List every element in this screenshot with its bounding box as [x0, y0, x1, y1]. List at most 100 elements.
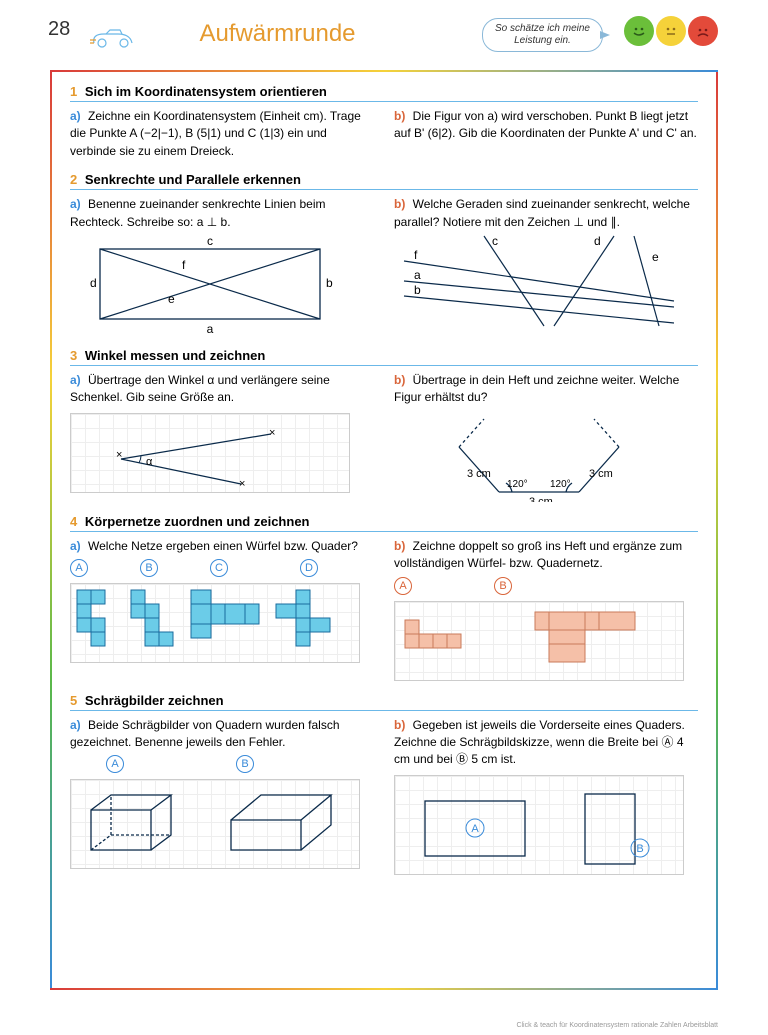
section-1: 1 Sich im Koordinatensystem orientieren … — [70, 84, 698, 160]
car-icon — [90, 26, 140, 48]
sec4-b-text: Zeichne doppelt so groß ins Heft und erg… — [394, 539, 682, 570]
label-b5: b) — [394, 718, 405, 732]
lines-diagram: f a b c d e — [394, 231, 684, 331]
content-frame: 1 Sich im Koordinatensystem orientieren … — [50, 70, 718, 990]
svg-text:120°: 120° — [550, 479, 571, 490]
svg-text:c: c — [492, 234, 498, 248]
svg-text:c: c — [207, 234, 213, 248]
sec1-title-text: Sich im Koordinatensystem orientieren — [85, 84, 327, 99]
sec4-b: b) Zeichne doppelt so groß ins Heft und … — [394, 538, 698, 681]
section-5-title: 5 Schrägbilder zeichnen — [70, 693, 698, 711]
cube-nets — [71, 584, 361, 664]
svg-text:a: a — [207, 322, 214, 336]
sec5-a-text: Beide Schrägbilder von Quadern wurden fa… — [70, 718, 340, 749]
footer-text: Click & teach für Koordinatensystem rati… — [516, 1022, 718, 1029]
sec4-a: a) Welche Netze ergeben einen Würfel bzw… — [70, 538, 374, 681]
svg-text:d: d — [90, 276, 97, 290]
rect-diagram: c a d b f e — [70, 231, 350, 336]
label-a5: a) — [70, 718, 81, 732]
svg-text:120°: 120° — [507, 479, 528, 490]
sec5-b-text: Gegeben ist jeweils die Vorderseite eine… — [394, 718, 685, 767]
label-a4: a) — [70, 539, 81, 553]
speech-text-1: So schätze ich meine — [495, 23, 590, 34]
sec2-title-text: Senkrechte und Parallele erkennen — [85, 172, 301, 187]
svg-text:×: × — [116, 449, 122, 461]
sec2-a-text: Benenne zueinander senkrechte Linien bei… — [70, 197, 326, 228]
face-sad-icon — [688, 16, 718, 46]
sec1-num: 1 — [70, 84, 77, 99]
label-b3: b) — [394, 373, 405, 387]
face-happy-icon — [624, 16, 654, 46]
svg-text:f: f — [182, 258, 186, 272]
svg-text:×: × — [239, 478, 245, 490]
front-faces: A B — [395, 776, 685, 876]
svg-text:3 cm: 3 cm — [529, 496, 553, 502]
sec5-num: 5 — [70, 693, 77, 708]
section-2-title: 2 Senkrechte und Parallele erkennen — [70, 172, 698, 190]
sec3-a: a) Übertrage den Winkel α und verlängere… — [70, 372, 374, 502]
sec3-b-text: Übertrage in dein Heft und zeichne weite… — [394, 373, 679, 404]
svg-text:f: f — [414, 248, 418, 262]
sec1-b-text: Die Figur von a) wird verschoben. Punkt … — [394, 109, 697, 140]
sec4-a-text: Welche Netze ergeben einen Würfel bzw. Q… — [88, 539, 358, 553]
sec1-a-text: Zeichne ein Koordinatensystem (Einheit c… — [70, 109, 361, 158]
svg-text:e: e — [168, 292, 175, 306]
label-a: a) — [70, 109, 81, 123]
section-4-title: 4 Körpernetze zuordnen und zeichnen — [70, 514, 698, 532]
svg-text:a: a — [414, 268, 421, 282]
sec5-a: a) Beide Schrägbilder von Quadern wurden… — [70, 717, 374, 875]
header: Aufwärmrunde So schätze ich meine Leistu… — [90, 20, 718, 60]
sec4-num: 4 — [70, 514, 77, 529]
section-3-title: 3 Winkel messen und zeichnen — [70, 348, 698, 366]
net-label-b2: B — [494, 577, 512, 595]
section-4: 4 Körpernetze zuordnen und zeichnen a) W… — [70, 514, 698, 681]
svg-text:e: e — [652, 250, 659, 264]
speech-text-2: Leistung ein. — [514, 35, 571, 46]
sec2-b: b) Welche Geraden sind zueinander senkre… — [394, 196, 698, 336]
sec5-b: b) Gegeben ist jeweils die Vorderseite e… — [394, 717, 698, 875]
svg-text:b: b — [326, 276, 333, 290]
sec3-a-text: Übertrage den Winkel α und verlängere se… — [70, 373, 330, 404]
svg-text:b: b — [414, 283, 421, 297]
section-1-title: 1 Sich im Koordinatensystem orientieren — [70, 84, 698, 102]
svg-text:3 cm: 3 cm — [467, 468, 491, 480]
sec4-title-text: Körpernetze zuordnen und zeichnen — [85, 514, 310, 529]
sec3-title-text: Winkel messen und zeichnen — [85, 348, 265, 363]
oblique-label-b: B — [236, 755, 254, 773]
angle-diagram: × × × α — [71, 414, 351, 494]
section-3: 3 Winkel messen und zeichnen a) Übertrag… — [70, 348, 698, 502]
svg-text:A: A — [471, 823, 479, 835]
section-5: 5 Schrägbilder zeichnen a) Beide Schrägb… — [70, 693, 698, 875]
rating-faces — [624, 16, 718, 46]
sec3-b: b) Übertrage in dein Heft und zeichne we… — [394, 372, 698, 502]
svg-text:×: × — [269, 427, 275, 439]
svg-text:3 cm: 3 cm — [589, 468, 613, 480]
net-label-b: B — [140, 559, 158, 577]
speech-bubble: So schätze ich meine Leistung ein. — [482, 18, 603, 52]
sec2-b-text: Welche Geraden sind zueinander senkrecht… — [394, 197, 690, 228]
sec2-num: 2 — [70, 172, 77, 187]
oblique-diagram — [71, 780, 361, 870]
svg-text:d: d — [594, 234, 601, 248]
page-title: Aufwärmrunde — [199, 20, 355, 48]
oblique-label-a: A — [106, 755, 124, 773]
svg-text:α: α — [146, 456, 153, 468]
sec1-b: b) Die Figur von a) wird verschoben. Pun… — [394, 108, 698, 160]
sec1-a: a) Zeichne ein Koordinatensystem (Einhei… — [70, 108, 374, 160]
cuboid-nets — [395, 602, 685, 682]
label-a3: a) — [70, 373, 81, 387]
net-label-a: A — [70, 559, 88, 577]
net-label-a2: A — [394, 577, 412, 595]
sec5-title-text: Schrägbilder zeichnen — [85, 693, 224, 708]
hexagon-diagram: 3 cm 3 cm 3 cm 120° 120° — [394, 407, 684, 502]
label-a2: a) — [70, 197, 81, 211]
section-2: 2 Senkrechte und Parallele erkennen a) B… — [70, 172, 698, 336]
label-b: b) — [394, 109, 405, 123]
svg-text:B: B — [636, 843, 643, 855]
face-neutral-icon — [656, 16, 686, 46]
sec3-num: 3 — [70, 348, 77, 363]
label-b2: b) — [394, 197, 405, 211]
net-label-d: D — [300, 559, 318, 577]
page-number: 28 — [48, 18, 70, 41]
sec2-a: a) Benenne zueinander senkrechte Linien … — [70, 196, 374, 336]
